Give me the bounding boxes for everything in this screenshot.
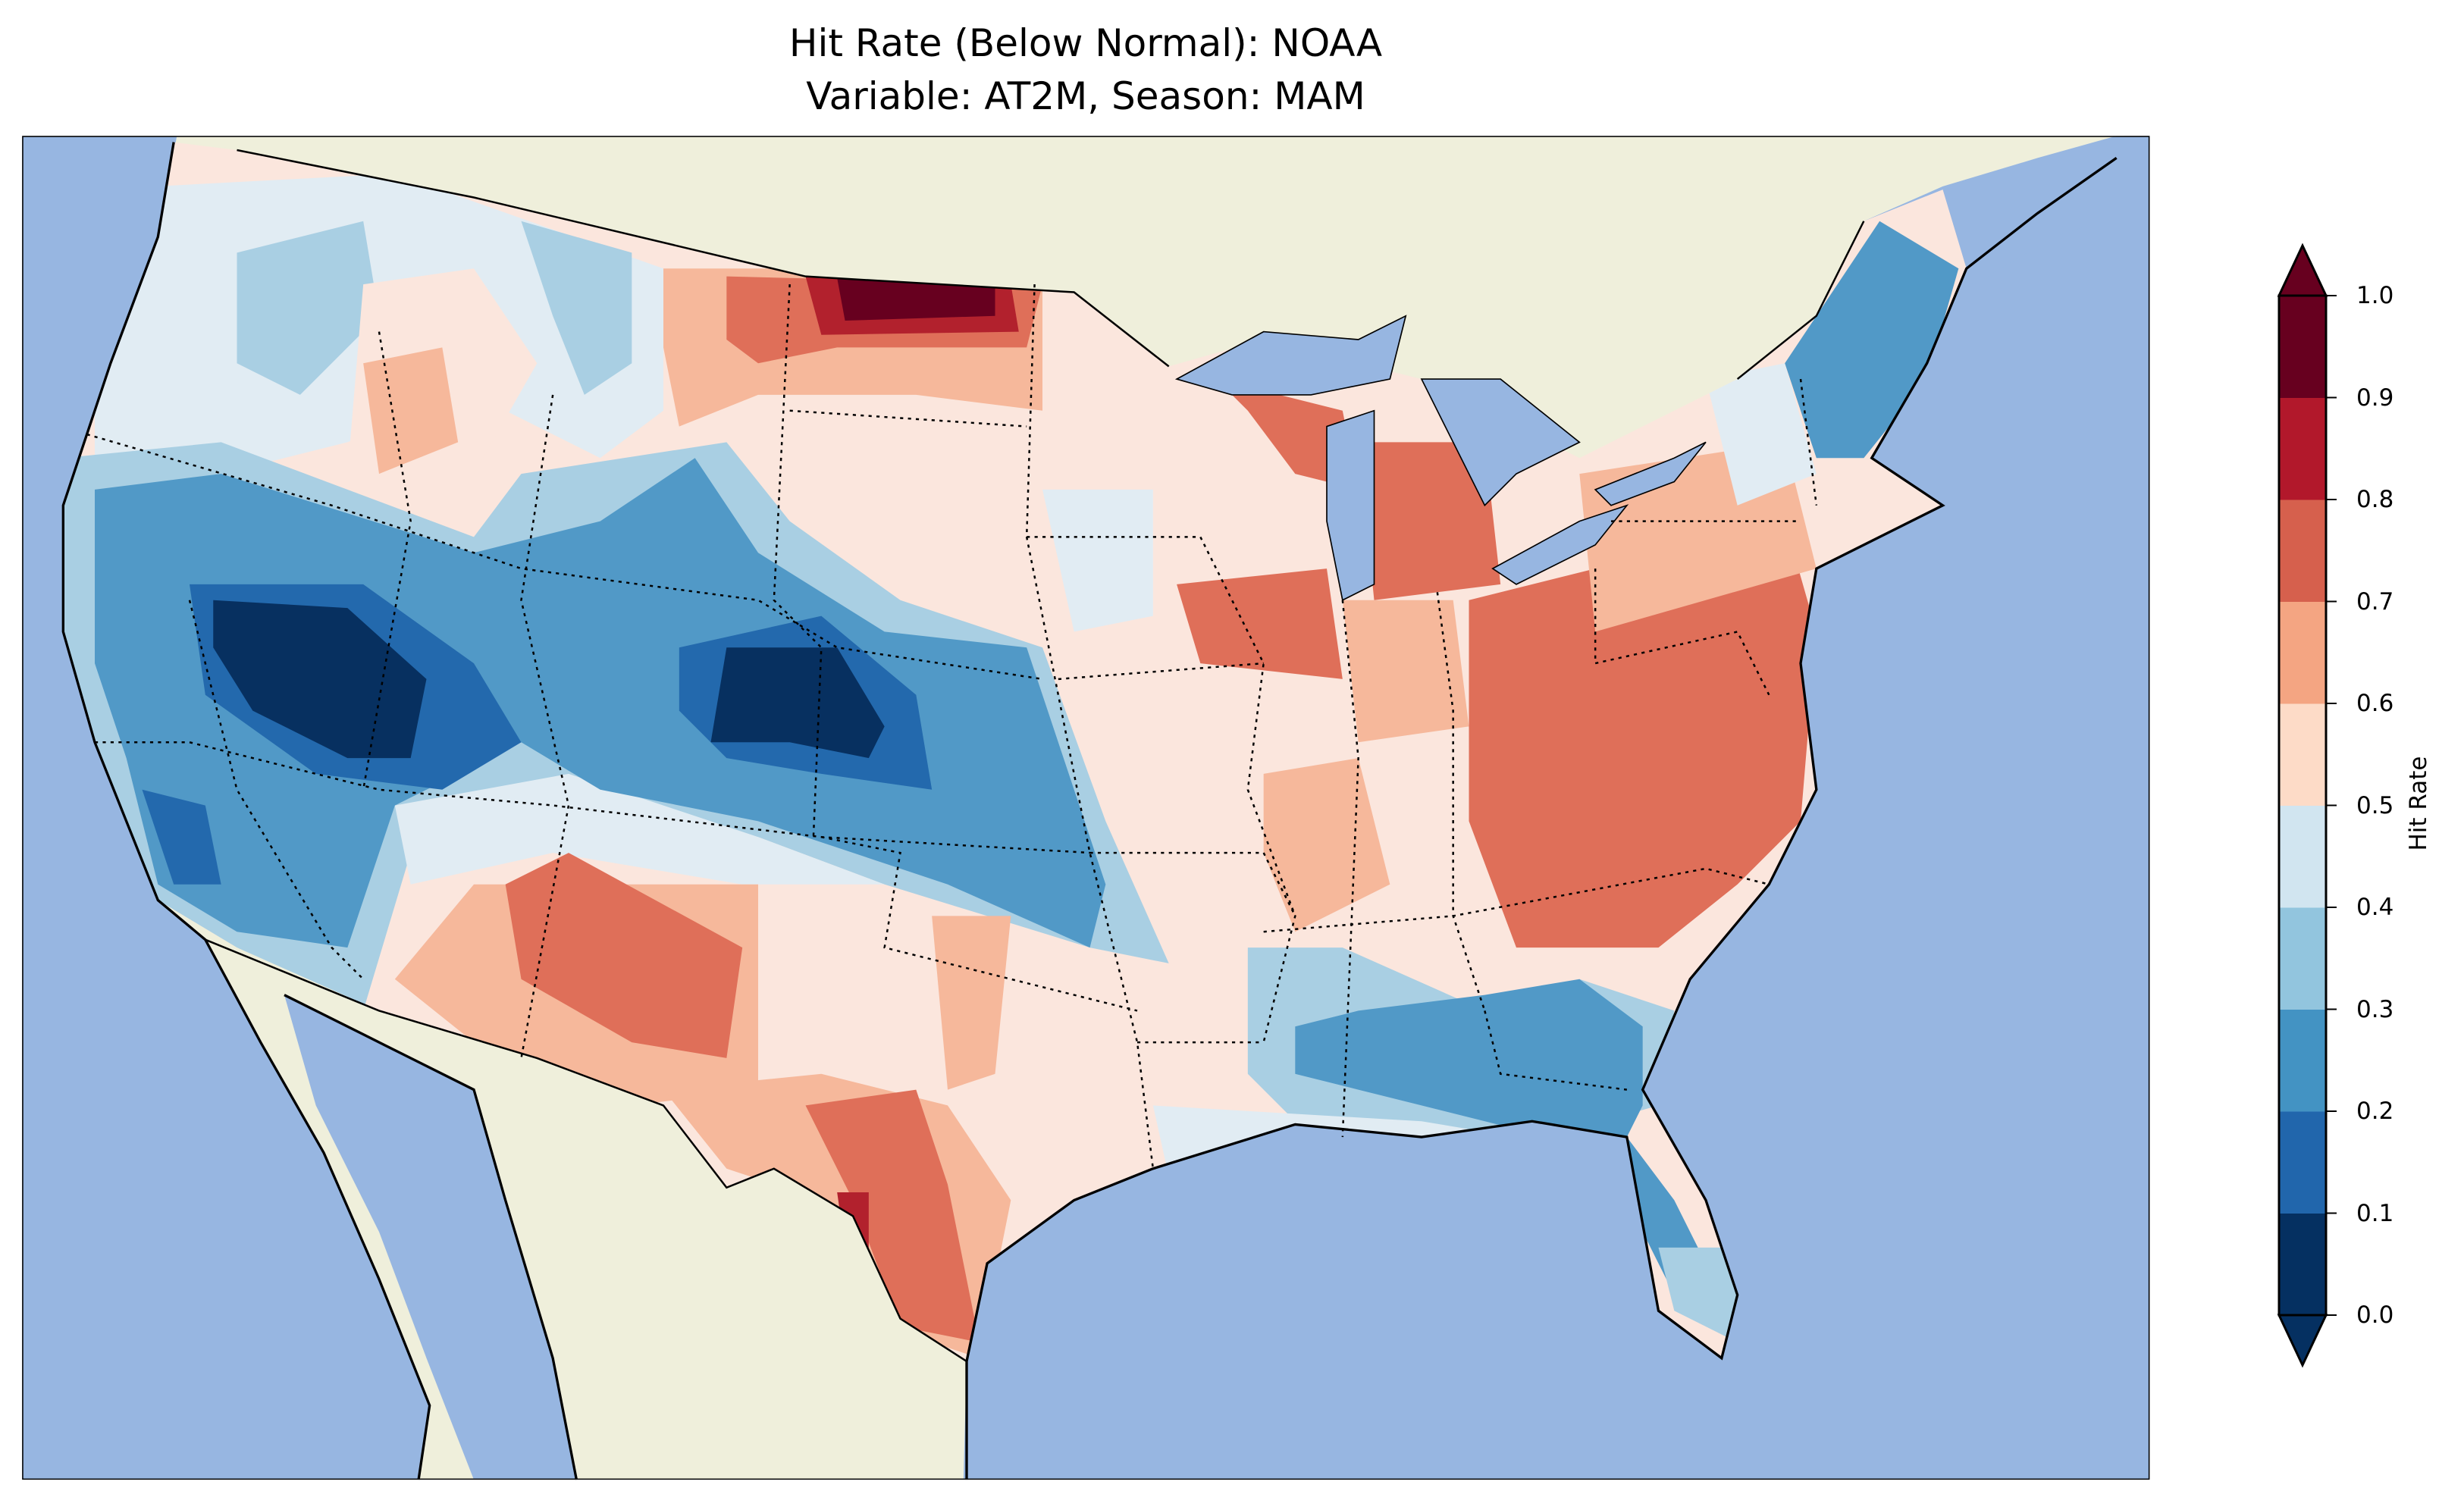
colorbar-tick-label: 0.1 [2356, 1199, 2394, 1227]
colorbar-tick-label: 0.5 [2356, 791, 2394, 819]
coastlines [61, 142, 2118, 1480]
colorbar-tick-label: 0.2 [2356, 1098, 2394, 1125]
colorbar-segment [2279, 703, 2326, 806]
colorbar-tick-label: 0.3 [2356, 995, 2394, 1023]
pacific-ocean [22, 136, 430, 1480]
colorbar-segment [2279, 907, 2326, 1010]
lake-huron [1420, 378, 1581, 507]
colorbar-tick-label: 0.6 [2356, 690, 2394, 717]
borders [205, 149, 1865, 1362]
chart-subtitle: Variable: AT2M, Season: MAM [806, 74, 1365, 118]
chart-title: Hit Rate (Below Normal): NOAA [788, 21, 1383, 65]
colorbar-segment [2279, 805, 2326, 908]
colorbar-segment [2279, 397, 2326, 500]
colorbar-segment [2279, 1009, 2326, 1112]
colorbar-label: Hit Rate [2405, 756, 2432, 851]
lake-michigan [1326, 409, 1375, 601]
colorbar-segment [2279, 500, 2326, 602]
colorbar-tick-label: 1.0 [2356, 282, 2394, 309]
gulf-of-california [284, 994, 577, 1480]
lake-ontario [1594, 441, 1707, 506]
lake-superior [1174, 315, 1407, 396]
colorbar-tick-label: 0.0 [2356, 1301, 2394, 1329]
colorbar-extend-max [2277, 243, 2328, 297]
colorbar-segment [2279, 1111, 2326, 1214]
colorbar-extend-min [2277, 1314, 2328, 1368]
colorbar-tick-label: 0.9 [2356, 384, 2394, 412]
colorbar-tick-label: 0.8 [2356, 486, 2394, 513]
colorbar-segment [2279, 296, 2326, 398]
colorbar-tick-label: 0.7 [2356, 587, 2394, 615]
colorbar-segment [2279, 1213, 2326, 1316]
lake-erie [1491, 504, 1629, 585]
great-lakes [1174, 315, 1707, 601]
colorbar-tick-label: 0.4 [2356, 894, 2394, 921]
colorbar-segment [2279, 601, 2326, 704]
state-borders [86, 284, 1818, 1169]
atlantic-gulf-ocean [963, 136, 2150, 1480]
